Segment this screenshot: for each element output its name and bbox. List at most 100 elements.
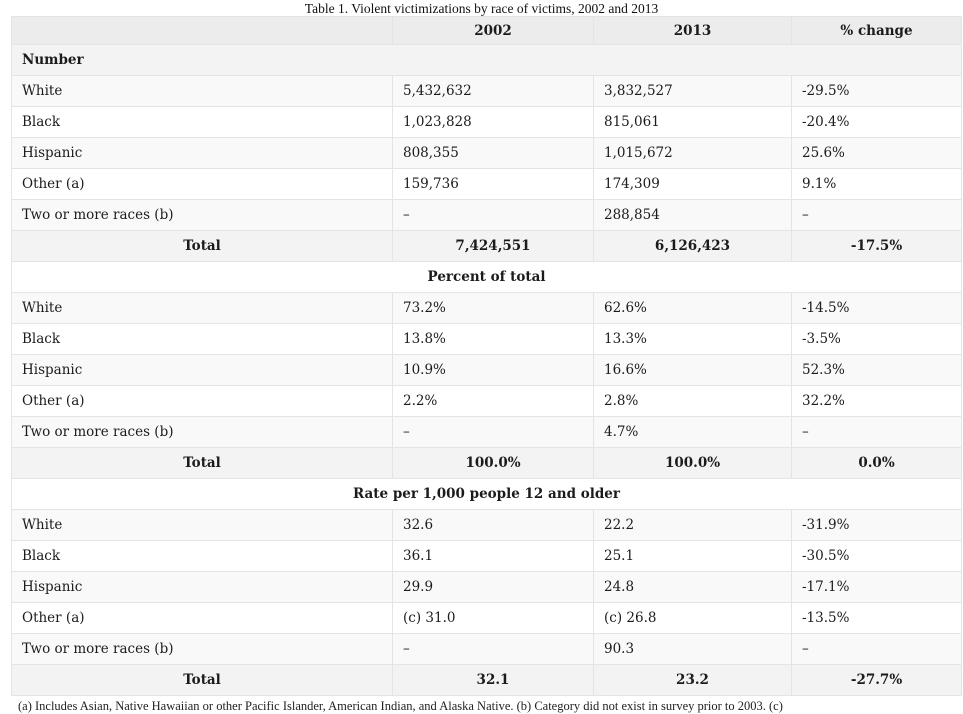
row-label: Other (a) — [11, 168, 393, 200]
table-cell: (c) 26.8 — [593, 602, 792, 634]
row-label: White — [11, 75, 393, 107]
table-cell: 174,309 — [593, 168, 792, 200]
row-label: Black — [11, 323, 393, 355]
table-cell: -31.9% — [791, 509, 962, 541]
table-cell: 3,832,527 — [593, 75, 792, 107]
table-cell: 25.6% — [791, 137, 962, 169]
total-label: Total — [11, 664, 393, 696]
row-label: Black — [11, 540, 393, 572]
row-label: White — [11, 292, 393, 324]
total-cell: 7,424,551 — [392, 230, 594, 262]
table-cell: 4.7% — [593, 416, 792, 448]
total-cell: 6,126,423 — [593, 230, 792, 262]
total-cell: -17.5% — [791, 230, 962, 262]
table-row: Two or more races (b) –288,854– — [11, 199, 962, 231]
table-row: Two or more races (b) –4.7% – — [11, 416, 962, 448]
table-cell: 52.3% — [791, 354, 962, 386]
table-row: Hispanic 29.9 24.8 -17.1% — [11, 571, 962, 603]
total-cell: 100.0% — [392, 447, 594, 479]
total-cell: -27.7% — [791, 664, 962, 696]
row-label: Two or more races (b) — [11, 199, 393, 231]
table-cell: 288,854 — [593, 199, 792, 231]
table-cell: 24.8 — [593, 571, 792, 603]
row-label: Black — [11, 106, 393, 138]
total-label: Total — [11, 230, 393, 262]
table-cell: 9.1% — [791, 168, 962, 200]
table-row: Two or more races (b) –90.3– — [11, 633, 962, 665]
table-row: Black 36.1 25.1 -30.5% — [11, 540, 962, 572]
table-cell: – — [392, 416, 594, 448]
table-cell: 32.2% — [791, 385, 962, 417]
row-label: Hispanic — [11, 571, 393, 603]
table-row: White 5,432,632 3,832,527 -29.5% — [11, 75, 962, 107]
total-row: Total 100.0% 100.0% 0.0% — [11, 447, 962, 479]
section-title: Number — [11, 44, 962, 76]
table-cell: -3.5% — [791, 323, 962, 355]
table-cell: 1,015,672 — [593, 137, 792, 169]
table-cell: 62.6% — [593, 292, 792, 324]
table-cell: – — [791, 416, 962, 448]
table-cell: 5,432,632 — [392, 75, 594, 107]
row-label: Hispanic — [11, 354, 393, 386]
table-cell: 808,355 — [392, 137, 594, 169]
table-cell: 159,736 — [392, 168, 594, 200]
table-cell: 2.8% — [593, 385, 792, 417]
table-row: Hispanic 808,355 1,015,672 25.6% — [11, 137, 962, 169]
total-cell: 0.0% — [791, 447, 962, 479]
table-header-row: 2002 2013 % change — [11, 16, 962, 45]
table-cell: -13.5% — [791, 602, 962, 634]
table-cell: 22.2 — [593, 509, 792, 541]
table-body: Number White 5,432,632 3,832,527 -29.5% Black… — [11, 44, 962, 696]
total-cell: 23.2 — [593, 664, 792, 696]
victimization-table: 2002 2013 % change Number White 5,432,632 3… — [11, 16, 962, 696]
section-title: Rate per 1,000 people 12 and older — [11, 478, 962, 510]
section-title: Percent of total — [11, 261, 962, 293]
row-label: Other (a) — [11, 602, 393, 634]
header-blank-cell — [11, 16, 393, 45]
table-cell: 73.2% — [392, 292, 594, 324]
section-header-row: Rate per 1,000 people 12 and older — [11, 478, 962, 510]
total-label: Total — [11, 447, 393, 479]
header-percent-change: % change — [791, 16, 962, 45]
table-cell: 29.9 — [392, 571, 594, 603]
row-label: Two or more races (b) — [11, 633, 393, 665]
table-row: White 73.2% 62.6% -14.5% — [11, 292, 962, 324]
table-cell: 25.1 — [593, 540, 792, 572]
table-cell: – — [791, 199, 962, 231]
row-label: Other (a) — [11, 385, 393, 417]
table-cell: 1,023,828 — [392, 106, 594, 138]
table-cell: – — [791, 633, 962, 665]
table-row: Hispanic 10.9% 16.6% 52.3% — [11, 354, 962, 386]
table-row: White 32.6 22.2 -31.9% — [11, 509, 962, 541]
table-cell: 13.8% — [392, 323, 594, 355]
total-cell: 100.0% — [593, 447, 792, 479]
row-label: Two or more races (b) — [11, 416, 393, 448]
table-cell: 36.1 — [392, 540, 594, 572]
header-2002: 2002 — [392, 16, 594, 45]
table-cell: -30.5% — [791, 540, 962, 572]
table-row: Black 1,023,828 815,061 -20.4% — [11, 106, 962, 138]
table-cell: 32.6 — [392, 509, 594, 541]
row-label: Hispanic — [11, 137, 393, 169]
table-row: Other (a) 2.2% 2.8% 32.2% — [11, 385, 962, 417]
table-row: Other (a) 159,736 174,309 9.1% — [11, 168, 962, 200]
table-cell: 2.2% — [392, 385, 594, 417]
table-cell: -17.1% — [791, 571, 962, 603]
table-row: Other (a) (c) 31.0 (c) 26.8 -13.5% — [11, 602, 962, 634]
table-cell: 90.3 — [593, 633, 792, 665]
table-cell: – — [392, 633, 594, 665]
table-cell: (c) 31.0 — [392, 602, 594, 634]
table-cell: 10.9% — [392, 354, 594, 386]
table-cell: -14.5% — [791, 292, 962, 324]
header-2013: 2013 — [593, 16, 792, 45]
total-cell: 32.1 — [392, 664, 594, 696]
table-cell: 16.6% — [593, 354, 792, 386]
table-cell: -20.4% — [791, 106, 962, 138]
section-header-row: Percent of total — [11, 261, 962, 293]
table-cell: – — [392, 199, 594, 231]
table-cell: 815,061 — [593, 106, 792, 138]
table-caption: Table 1. Violent victimizations by race … — [304, 1, 659, 16]
total-row: Total 32.1 23.2 -27.7% — [11, 664, 962, 696]
row-label: White — [11, 509, 393, 541]
table-cell: 13.3% — [593, 323, 792, 355]
